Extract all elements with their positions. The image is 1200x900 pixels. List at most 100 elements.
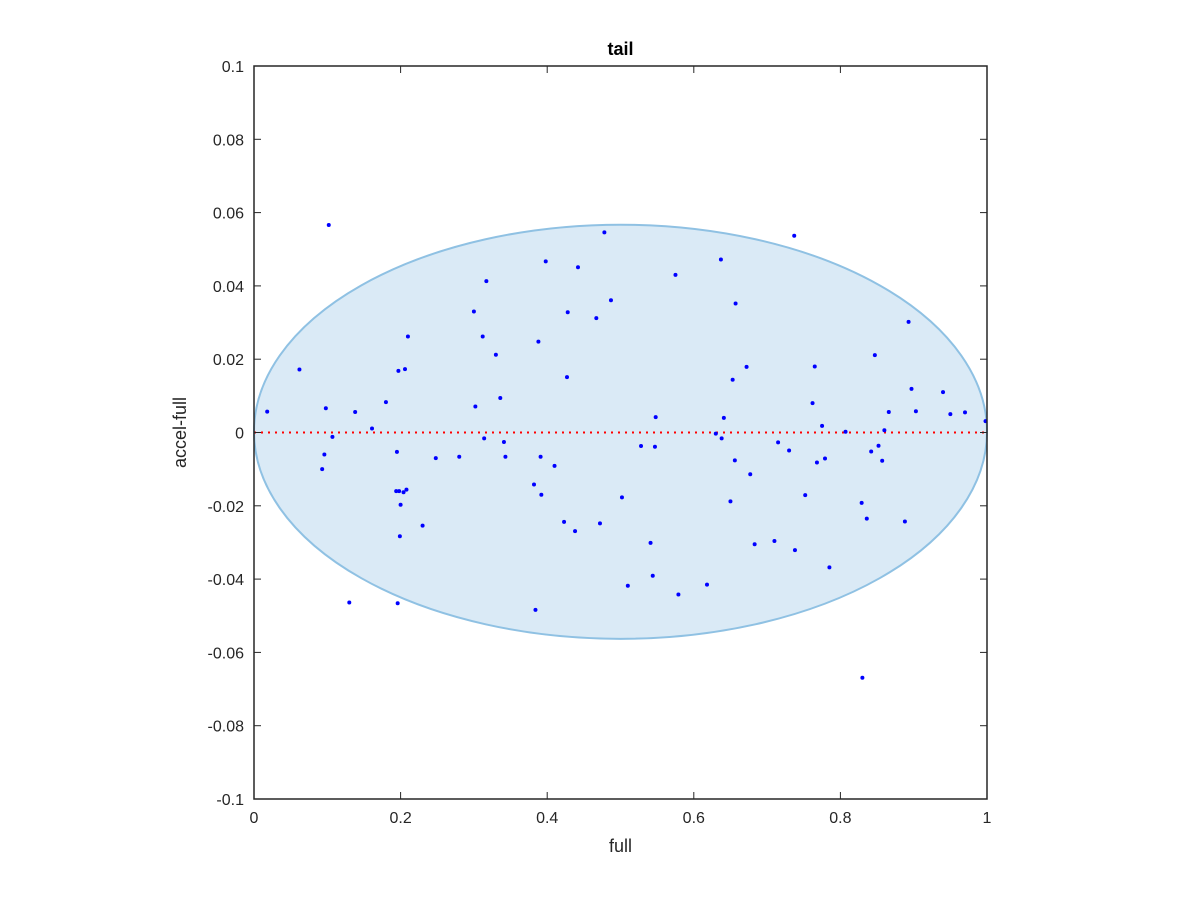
data-point bbox=[872, 353, 877, 358]
data-point bbox=[812, 364, 817, 369]
data-point bbox=[353, 409, 358, 414]
data-point bbox=[565, 310, 570, 315]
data-point bbox=[397, 534, 402, 539]
y-tick-label: 0.04 bbox=[213, 279, 244, 296]
y-axis-label: accel-full bbox=[170, 397, 190, 468]
data-point bbox=[820, 423, 825, 428]
data-point bbox=[594, 316, 599, 321]
y-tick-label: 0 bbox=[235, 426, 244, 443]
data-point bbox=[744, 364, 749, 369]
data-point bbox=[652, 444, 657, 449]
data-point bbox=[404, 487, 409, 492]
data-point bbox=[395, 601, 400, 606]
data-point bbox=[536, 339, 541, 344]
y-tick-label: 0.06 bbox=[213, 206, 244, 223]
data-point bbox=[533, 607, 538, 612]
data-point bbox=[322, 452, 327, 457]
data-point bbox=[792, 233, 797, 238]
data-point bbox=[810, 401, 815, 406]
data-point bbox=[732, 458, 737, 463]
data-point bbox=[501, 440, 506, 445]
data-point bbox=[913, 409, 918, 414]
data-point bbox=[648, 540, 653, 545]
data-point bbox=[814, 460, 819, 465]
data-point bbox=[539, 492, 544, 497]
data-point bbox=[575, 265, 580, 270]
data-point bbox=[471, 309, 476, 314]
x-tick-label: 0 bbox=[250, 810, 259, 827]
data-point bbox=[493, 352, 498, 357]
data-point bbox=[676, 592, 681, 597]
data-point bbox=[347, 600, 352, 605]
data-point bbox=[597, 521, 602, 526]
data-point bbox=[653, 415, 658, 420]
data-point bbox=[803, 493, 808, 498]
data-point bbox=[383, 400, 388, 405]
data-point bbox=[398, 502, 403, 507]
data-point bbox=[484, 279, 489, 284]
data-point bbox=[564, 375, 569, 380]
data-point bbox=[876, 443, 881, 448]
data-point bbox=[619, 495, 624, 500]
data-point bbox=[718, 257, 723, 262]
data-point bbox=[552, 463, 557, 468]
x-tick-label: 1 bbox=[983, 810, 992, 827]
data-point bbox=[370, 426, 375, 431]
x-tick-label: 0.2 bbox=[389, 810, 411, 827]
x-axis-label: full bbox=[609, 836, 632, 856]
data-point bbox=[748, 472, 753, 477]
data-point bbox=[320, 467, 325, 472]
y-tick-label: -0.06 bbox=[208, 645, 245, 662]
x-tick-label: 0.4 bbox=[536, 810, 558, 827]
data-point bbox=[859, 500, 864, 505]
axis-ticks: 0 0.2 0.4 0.6 0.8 1 -0.1 -0.08 -0.06 -0.04 -0.02 0 0… bbox=[208, 59, 992, 827]
data-point bbox=[562, 519, 567, 524]
data-point bbox=[457, 454, 462, 459]
data-point bbox=[608, 298, 613, 303]
data-point bbox=[906, 319, 911, 324]
data-point bbox=[704, 582, 709, 587]
data-point bbox=[482, 436, 487, 441]
data-point bbox=[882, 428, 887, 433]
y-tick-label: 0.1 bbox=[222, 59, 244, 76]
y-tick-label: -0.04 bbox=[208, 572, 245, 589]
data-point bbox=[573, 529, 578, 534]
data-point bbox=[480, 334, 485, 339]
data-point bbox=[433, 456, 438, 461]
data-point bbox=[721, 415, 726, 420]
data-point bbox=[397, 489, 402, 494]
data-point bbox=[941, 390, 946, 395]
data-point bbox=[909, 386, 914, 391]
y-tick-label: -0.02 bbox=[208, 499, 245, 516]
data-point bbox=[401, 490, 406, 495]
data-point bbox=[864, 516, 869, 521]
data-point bbox=[394, 449, 399, 454]
data-point bbox=[902, 519, 907, 524]
data-point bbox=[396, 368, 401, 373]
data-point bbox=[405, 334, 410, 339]
data-point bbox=[787, 448, 792, 453]
data-point bbox=[792, 548, 797, 553]
data-point bbox=[860, 675, 865, 680]
data-point bbox=[713, 431, 718, 436]
data-point bbox=[265, 409, 270, 414]
data-point bbox=[948, 412, 953, 417]
data-point bbox=[673, 272, 678, 277]
y-tick-label: -0.08 bbox=[208, 719, 245, 736]
data-point bbox=[543, 259, 548, 264]
data-point bbox=[728, 499, 733, 504]
data-point bbox=[752, 542, 757, 547]
data-point bbox=[639, 444, 644, 449]
data-point bbox=[326, 223, 331, 228]
data-point bbox=[532, 482, 537, 487]
data-point bbox=[297, 367, 302, 372]
data-point bbox=[602, 230, 607, 235]
data-point bbox=[843, 429, 848, 434]
data-point bbox=[719, 436, 724, 441]
data-point bbox=[823, 456, 828, 461]
x-tick-label: 0.8 bbox=[829, 810, 851, 827]
chart-title: tail bbox=[607, 39, 633, 59]
data-point bbox=[420, 523, 425, 528]
y-tick-label: -0.1 bbox=[216, 792, 244, 809]
data-point bbox=[625, 583, 630, 588]
